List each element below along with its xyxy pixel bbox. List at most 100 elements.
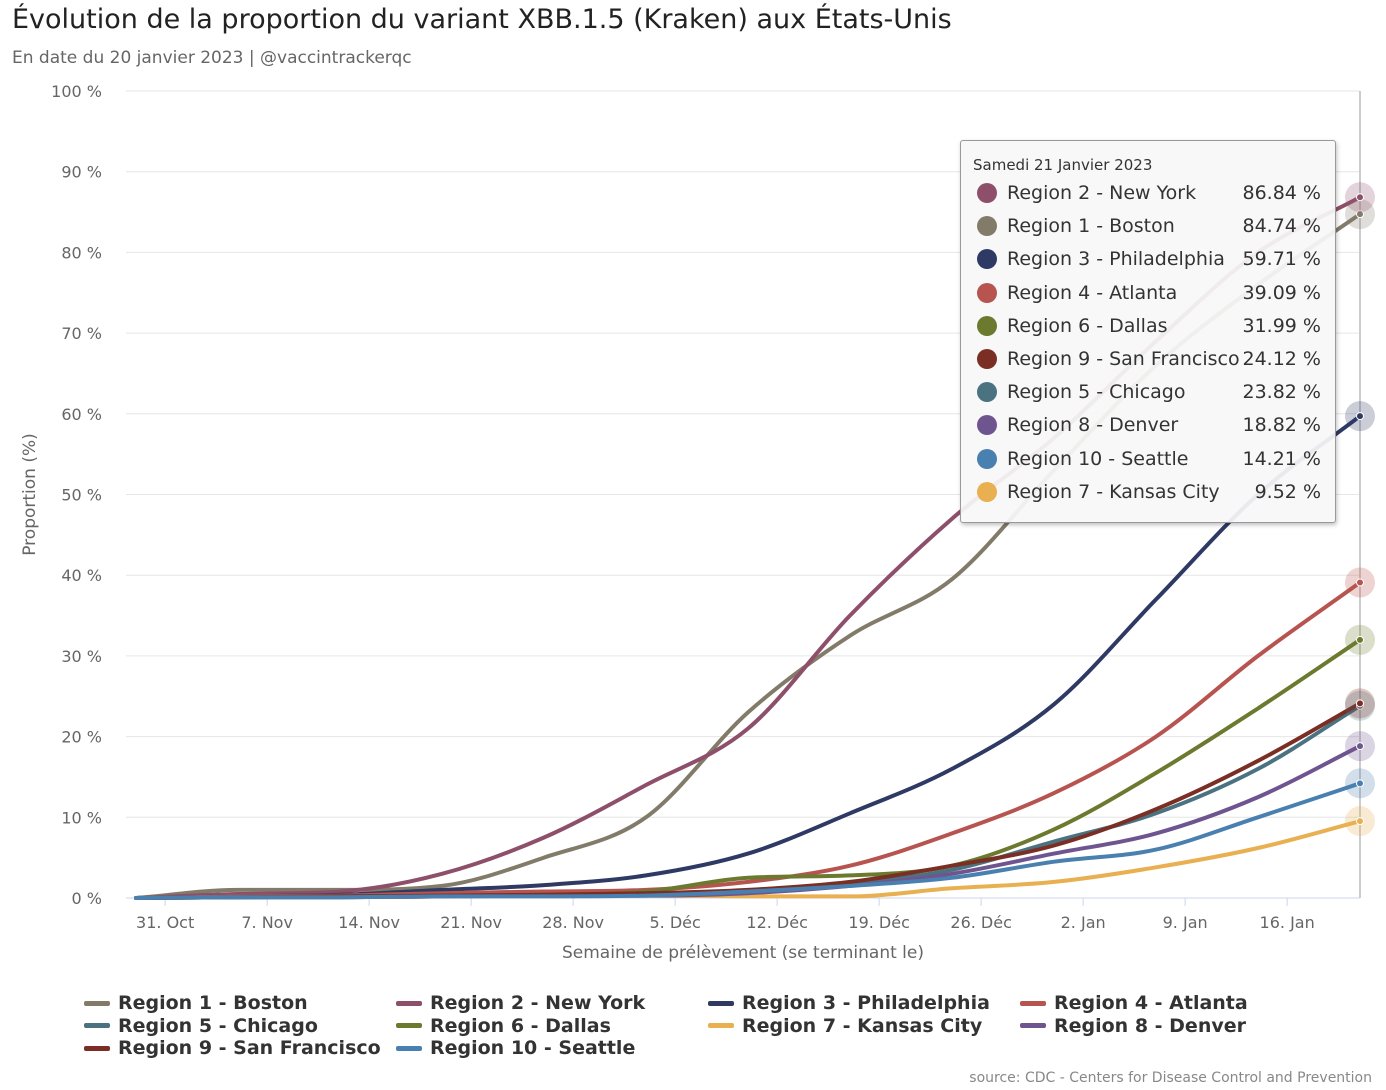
x-tick-label: 7. Nov xyxy=(241,913,293,932)
legend-swatch xyxy=(1020,1023,1046,1028)
y-tick-label: 100 % xyxy=(51,82,102,101)
legend-swatch xyxy=(396,1000,422,1006)
y-tick-label: 70 % xyxy=(61,324,102,343)
tooltip-row: Region 10 - Seattle 14.21 % xyxy=(977,444,1321,474)
y-tick-label: 50 % xyxy=(61,486,102,505)
hover-point xyxy=(1356,699,1364,708)
tooltip-series-value: 14.21 % xyxy=(1242,447,1322,470)
legend-item[interactable]: Region 10 - Seattle xyxy=(396,1037,635,1059)
tooltip-series-value: 24.12 % xyxy=(1242,348,1322,370)
tooltip-title: Samedi 21 Janvier 2023 xyxy=(973,156,1153,174)
legend-swatch xyxy=(84,1045,110,1051)
chart-title: Évolution de la proportion du variant XB… xyxy=(12,4,952,35)
series-line-4[interactable] xyxy=(134,580,1362,900)
tooltip-series-name: Region 1 - Boston xyxy=(1007,215,1175,238)
tooltip-series-value: 23.82 % xyxy=(1242,381,1322,404)
tooltip-row: Region 1 - Boston 84.74 % xyxy=(977,211,1321,241)
legend-item[interactable]: Region 9 - San Francisco xyxy=(84,1037,381,1059)
series-color-icon xyxy=(977,249,997,270)
x-tick-label: 31. Oct xyxy=(136,913,194,932)
tooltip-row: Region 4 - Atlanta 39.09 % xyxy=(977,278,1321,308)
legend-item[interactable]: Region 4 - Atlanta xyxy=(1020,992,1248,1014)
hover-point xyxy=(1356,412,1364,421)
x-tick-label: 26. Déc xyxy=(950,913,1012,932)
y-tick-label: 30 % xyxy=(61,647,102,666)
series-color-icon xyxy=(977,415,997,436)
tooltip-row: Region 3 - Philadelphia 59.71 % xyxy=(977,244,1321,274)
y-tick-label: 60 % xyxy=(61,405,102,424)
series-color-icon xyxy=(977,481,997,502)
y-tick-label: 10 % xyxy=(61,808,102,827)
x-tick-label: 9. Jan xyxy=(1163,913,1208,932)
hover-point xyxy=(1356,193,1364,202)
tooltip-series-name: Region 6 - Dallas xyxy=(1007,314,1168,337)
chart-subtitle: En date du 20 janvier 2023 | @vaccintrac… xyxy=(12,48,412,68)
tooltip-row: Region 7 - Kansas City 9.52 % xyxy=(977,477,1321,507)
legend-swatch xyxy=(84,1000,110,1006)
tooltip-series-name: Region 5 - Chicago xyxy=(1007,381,1186,404)
legend-item[interactable]: Region 1 - Boston xyxy=(84,992,308,1014)
series-color-icon xyxy=(977,282,997,303)
series-line-6[interactable] xyxy=(134,637,1362,900)
series-line-7[interactable] xyxy=(134,819,1362,900)
legend-swatch xyxy=(708,1000,734,1006)
tooltip-row: Region 8 - Denver 18.82 % xyxy=(977,410,1321,440)
y-axis-ticks: 0 % 10 % 20 % 30 % 40 % 50 % 60 % 70 % 80 % 90 % 1… xyxy=(51,82,102,908)
hover-point xyxy=(1356,578,1364,587)
tooltip-series-name: Region 3 - Philadelphia xyxy=(1007,248,1225,271)
y-axis-label: Proportion (%) xyxy=(20,433,40,556)
legend-label: Region 10 - Seattle xyxy=(430,1037,636,1059)
tooltip-series-name: Region 8 - Denver xyxy=(1007,414,1179,437)
tooltip-series-value: 39.09 % xyxy=(1242,281,1322,304)
hover-point xyxy=(1356,742,1364,751)
tooltip-row: Region 9 - San Francisco 24.12 % xyxy=(977,344,1321,374)
x-axis-label: Semaine de prélèvement (se terminant le) xyxy=(562,943,924,963)
series-line-10[interactable] xyxy=(134,781,1362,900)
tooltip-series-value: 59.71 % xyxy=(1242,248,1322,271)
x-tick-label: 28. Nov xyxy=(542,913,604,932)
series-line-9[interactable] xyxy=(134,701,1362,900)
tooltip-row: Region 2 - New York 86.84 % xyxy=(977,178,1321,208)
legend-item[interactable]: Region 7 - Kansas City xyxy=(708,1015,982,1037)
x-tick-label: 19. Déc xyxy=(848,913,910,932)
legend-swatch xyxy=(1020,1000,1046,1006)
legend-label: Region 8 - Denver xyxy=(1054,1014,1246,1037)
tooltip-series-name: Region 9 - San Francisco xyxy=(1007,348,1240,370)
legend-item[interactable]: Region 8 - Denver xyxy=(1020,1015,1246,1037)
x-tick-label: 12. Déc xyxy=(746,913,808,932)
hover-tooltip: Samedi 21 Janvier 2023 Region 2 - New Yo… xyxy=(960,140,1336,523)
legend-label: Region 1 - Boston xyxy=(118,992,308,1014)
tooltip-series-name: Region 4 - Atlanta xyxy=(1007,281,1178,304)
y-tick-label: 80 % xyxy=(61,243,102,262)
legend-label: Region 5 - Chicago xyxy=(118,1014,318,1037)
y-tick-label: 0 % xyxy=(72,889,102,908)
y-tick-label: 20 % xyxy=(61,728,102,747)
tooltip-series-value: 31.99 % xyxy=(1242,314,1322,337)
hover-point xyxy=(1356,635,1364,644)
x-tick-label: 16. Jan xyxy=(1260,913,1315,932)
tooltip-series-value: 9.52 % xyxy=(1254,480,1321,503)
tooltip-series-value: 84.74 % xyxy=(1242,215,1322,238)
legend-item[interactable]: Region 2 - New York xyxy=(396,992,645,1014)
tooltip-series-name: Region 10 - Seattle xyxy=(1007,447,1189,470)
legend-item[interactable]: Region 3 - Philadelphia xyxy=(708,992,990,1014)
legend-item[interactable]: Region 5 - Chicago xyxy=(84,1015,318,1037)
hover-point xyxy=(1356,779,1364,788)
legend-label: Region 4 - Atlanta xyxy=(1054,992,1248,1014)
tooltip-row: Region 5 - Chicago 23.82 % xyxy=(977,377,1321,407)
y-tick-label: 40 % xyxy=(61,566,102,585)
hover-point xyxy=(1356,817,1364,826)
x-tick-label: 5. Déc xyxy=(649,913,700,932)
legend-item[interactable]: Region 6 - Dallas xyxy=(396,1015,611,1037)
tooltip-series-name: Region 7 - Kansas City xyxy=(1007,480,1220,503)
x-tick-label: 14. Nov xyxy=(338,913,400,932)
series-color-icon xyxy=(977,315,997,336)
tooltip-series-value: 18.82 % xyxy=(1242,414,1322,437)
series-line-8[interactable] xyxy=(134,744,1362,900)
series-color-icon xyxy=(977,216,997,237)
source-note: source: CDC - Centers for Disease Contro… xyxy=(969,1070,1372,1086)
legend-swatch xyxy=(84,1023,110,1028)
hover-point xyxy=(1356,210,1364,219)
tooltip-series-name: Region 2 - New York xyxy=(1007,182,1197,204)
legend-swatch xyxy=(396,1045,422,1051)
